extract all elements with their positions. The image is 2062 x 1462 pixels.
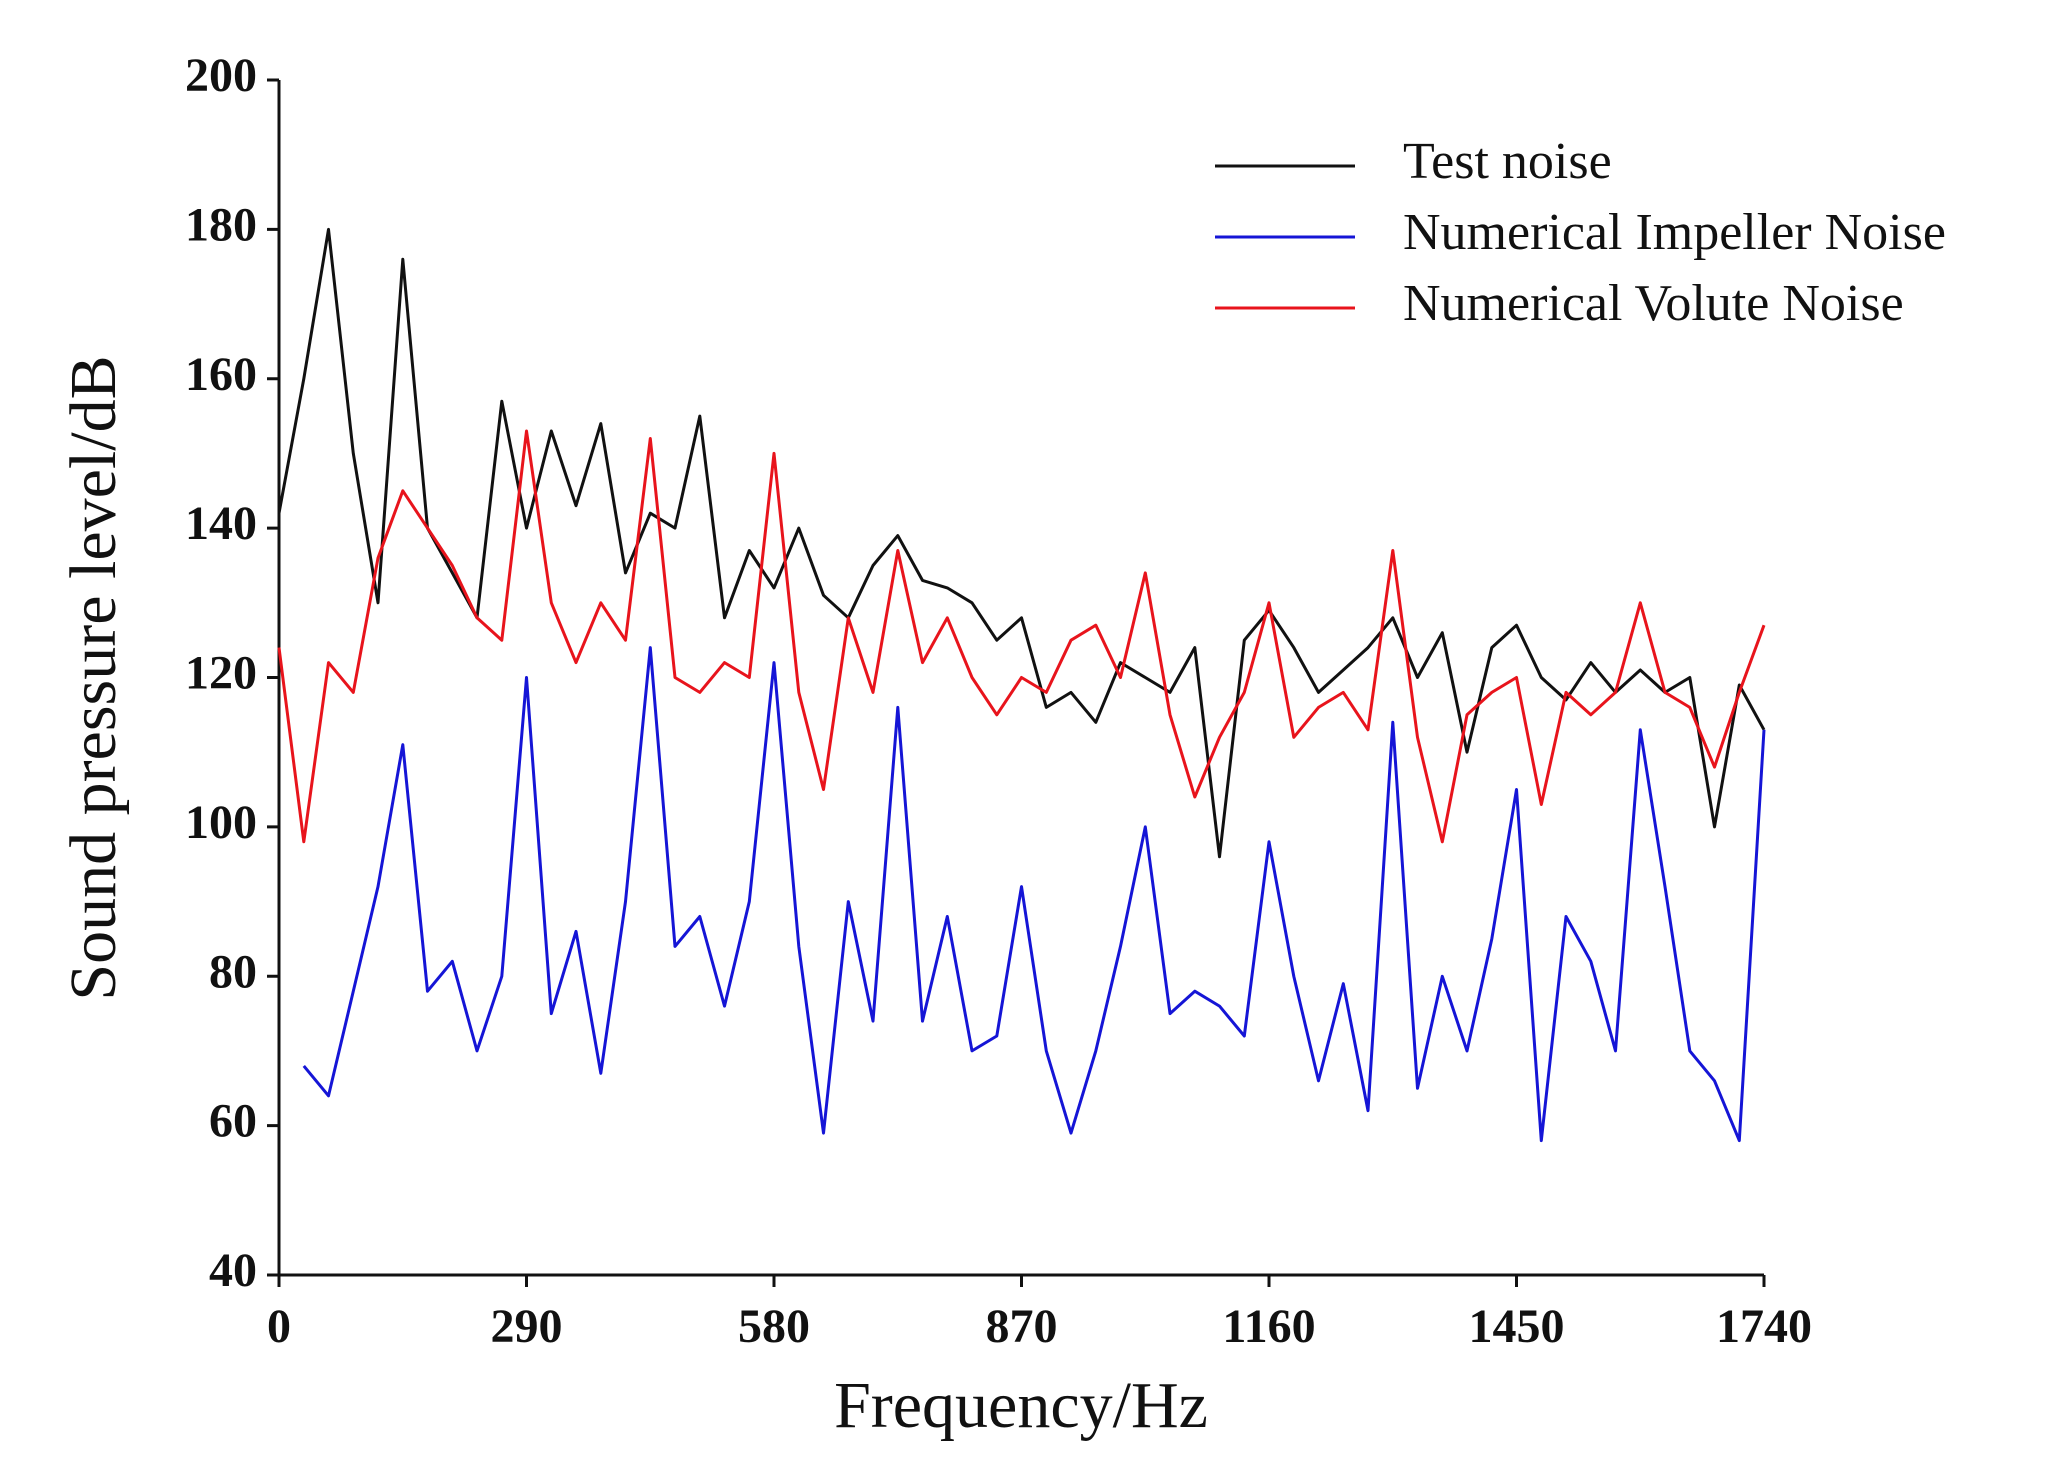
x-tick-label: 0: [267, 1300, 291, 1353]
series-line: [277, 227, 1766, 859]
x-tick-label: 580: [738, 1300, 810, 1353]
y-tick-label: 40: [209, 1244, 257, 1297]
y-tick-label: 180: [185, 198, 257, 251]
y-tick-label: 100: [185, 796, 257, 849]
x-tick-label: 1740: [1716, 1300, 1812, 1353]
legend-label: Test noise: [1403, 133, 1612, 190]
x-tick-label: 290: [491, 1300, 563, 1353]
y-tick-label: 200: [185, 49, 257, 102]
y-tick-label: 160: [185, 348, 257, 401]
x-axis-label: Frequency/Hz: [834, 1369, 1208, 1442]
y-tick-label: 80: [209, 945, 257, 998]
series-line: [302, 646, 1766, 1143]
x-tick-label: 870: [986, 1300, 1058, 1353]
y-tick-label: 140: [185, 497, 257, 550]
x-tick-label: 1450: [1469, 1300, 1565, 1353]
y-tick-label: 120: [185, 647, 257, 700]
legend-label: Numerical Volute Noise: [1403, 275, 1904, 332]
series-line: [277, 429, 1766, 844]
legend-label: Numerical Impeller Noise: [1403, 204, 1946, 261]
y-axis-label: Sound pressure level/dB: [57, 355, 130, 1000]
x-tick-label: 1160: [1222, 1300, 1315, 1353]
y-tick-label: 60: [209, 1095, 257, 1148]
